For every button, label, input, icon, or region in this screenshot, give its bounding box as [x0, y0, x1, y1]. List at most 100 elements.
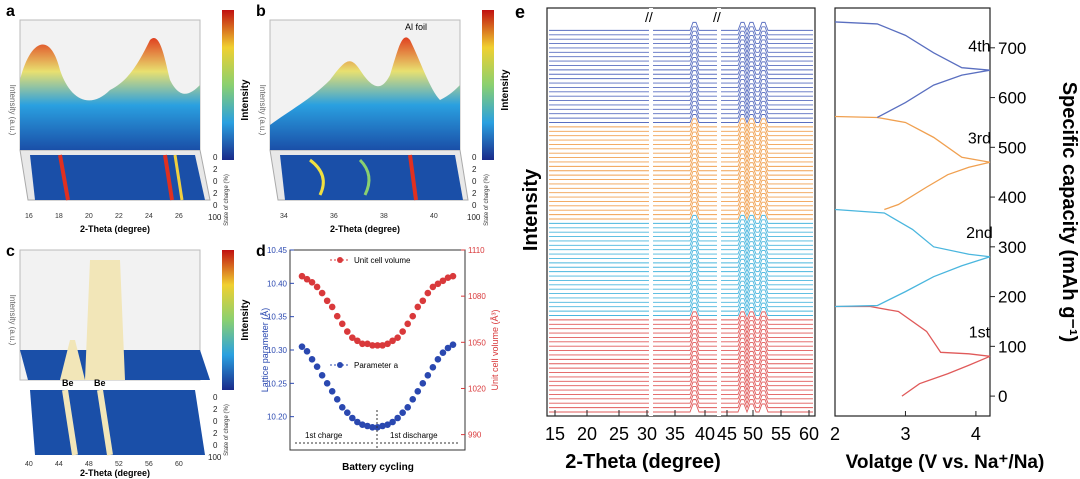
x-tick-labels: 16 18 20 22 24 26 — [25, 213, 183, 220]
parameter-a-point — [424, 372, 432, 379]
x-tick-label: 40 — [695, 424, 715, 444]
x-axis-label: 2-Theta (degree) — [330, 224, 400, 234]
soc-axis-label: State of charge (%) — [224, 174, 230, 226]
x-tick-label: 50 — [743, 424, 763, 444]
y2-tick-label: 1050 — [468, 338, 486, 347]
y-tick-label: 500 — [998, 138, 1026, 157]
soc-tick: 0 — [472, 201, 477, 210]
volume-point — [303, 275, 311, 283]
z-axis-label: Intensity (a.u.) — [8, 295, 17, 346]
soc-tick: 0 — [213, 153, 218, 162]
y-tick-label: 400 — [998, 188, 1026, 207]
soc-tick: 0 — [213, 417, 218, 426]
xrd-pattern — [549, 100, 813, 111]
panel-letter-a: a — [6, 3, 15, 20]
soc-tick: 100 — [208, 453, 222, 462]
parameter-a-point — [394, 414, 401, 422]
x-ticks: 2 3 4 — [830, 411, 981, 444]
soc-tick: 0 — [213, 393, 218, 402]
xrd-pattern — [549, 223, 813, 234]
parameter-a-point — [414, 388, 422, 395]
colorbar-label: Intensity — [500, 69, 511, 111]
parameter-a-point — [354, 418, 361, 426]
xrd-pattern — [549, 114, 813, 124]
break-mark: // — [713, 9, 721, 25]
xrd-pattern — [549, 254, 813, 265]
soc-tick: 2 — [213, 429, 218, 438]
xrd-pattern — [549, 140, 813, 151]
x-tick: 20 — [85, 213, 93, 220]
parameter-a-point — [404, 404, 411, 411]
xrd-pattern — [549, 26, 813, 37]
xrd-pattern — [549, 311, 813, 322]
x-tick: 18 — [55, 213, 63, 220]
panel-letter-d: d — [256, 243, 266, 260]
y-tick-label: 600 — [998, 89, 1026, 108]
soc-tick: 0 — [213, 177, 218, 186]
xrd-pattern — [549, 74, 813, 85]
x-tick: 38 — [380, 213, 388, 220]
xrd-pattern — [549, 219, 813, 230]
xrd-pattern — [549, 333, 813, 344]
parameter-a-point — [434, 356, 442, 363]
xrd-pattern — [549, 355, 813, 366]
volume-point — [379, 342, 386, 349]
xrd-pattern — [549, 245, 813, 256]
xrd-pattern — [549, 118, 813, 129]
y-tick-label: 10.25 — [267, 379, 288, 388]
xrd-pattern — [549, 92, 813, 102]
x-axis-label: 2-Theta (degree) — [80, 468, 150, 478]
xrd-pattern — [549, 70, 813, 80]
xrd-pattern — [549, 241, 813, 251]
xrd-pattern — [549, 166, 813, 177]
xrd-pattern — [549, 175, 813, 186]
x-tick-label: 45 — [717, 424, 737, 444]
x-tick: 48 — [85, 461, 93, 468]
phase-label-charge: 1st charge — [305, 431, 343, 440]
volume-point — [384, 340, 391, 348]
volume-point — [328, 303, 336, 311]
parameter-a-point — [409, 396, 417, 403]
volume-point — [318, 289, 326, 297]
soc-tick-labels: 0 2 0 2 0 100 — [208, 153, 222, 222]
colorbar-label: Intensity — [240, 299, 250, 341]
parameter-a-point — [444, 344, 452, 352]
volume-point — [424, 289, 432, 297]
soc-tick-labels: 0 2 0 2 0 100 — [467, 153, 481, 222]
y-tick-label: 700 — [998, 39, 1026, 58]
projection-band — [97, 389, 113, 456]
cycle-curve-3rd — [834, 115, 991, 163]
xrd-pattern — [549, 236, 813, 247]
parameter-a-point — [298, 343, 306, 350]
x-tick: 52 — [115, 461, 123, 468]
cycle-curve-2nd — [834, 256, 991, 308]
x-tick-label: 60 — [799, 424, 819, 444]
y-tick-label: 10.45 — [267, 246, 288, 255]
xrd-pattern — [549, 258, 813, 269]
colorbar-label: Intensity — [240, 79, 250, 121]
volume-point — [359, 340, 366, 348]
x-tick-label: 55 — [771, 424, 791, 444]
xrd-pattern — [549, 394, 813, 405]
projection-map — [280, 155, 463, 200]
projection-band — [408, 154, 418, 201]
panel-letter-e: e — [515, 2, 525, 22]
xrd-pattern — [549, 48, 813, 58]
y-tick-label: 100 — [998, 337, 1026, 356]
xrd-pattern — [549, 328, 813, 339]
xrd-pattern — [549, 39, 813, 50]
cycle-label: 2nd — [966, 225, 993, 242]
x-tick-labels: 40 44 48 52 56 60 — [25, 461, 183, 468]
xrd-pattern — [549, 210, 813, 221]
soc-tick: 100 — [467, 213, 481, 222]
parameter-a-point — [318, 372, 326, 379]
xrd-pattern — [549, 364, 813, 374]
x-tick-label: 25 — [609, 424, 629, 444]
x-ticks: 15 20 25 30 35 40 45 50 55 60 — [545, 410, 819, 444]
volume-point — [374, 342, 381, 349]
xrd-pattern — [549, 263, 813, 273]
y-ticks-right: 990 1020 1050 1080 1110 — [461, 246, 486, 440]
parameter-a-point — [399, 409, 406, 416]
volume-point — [333, 312, 341, 320]
